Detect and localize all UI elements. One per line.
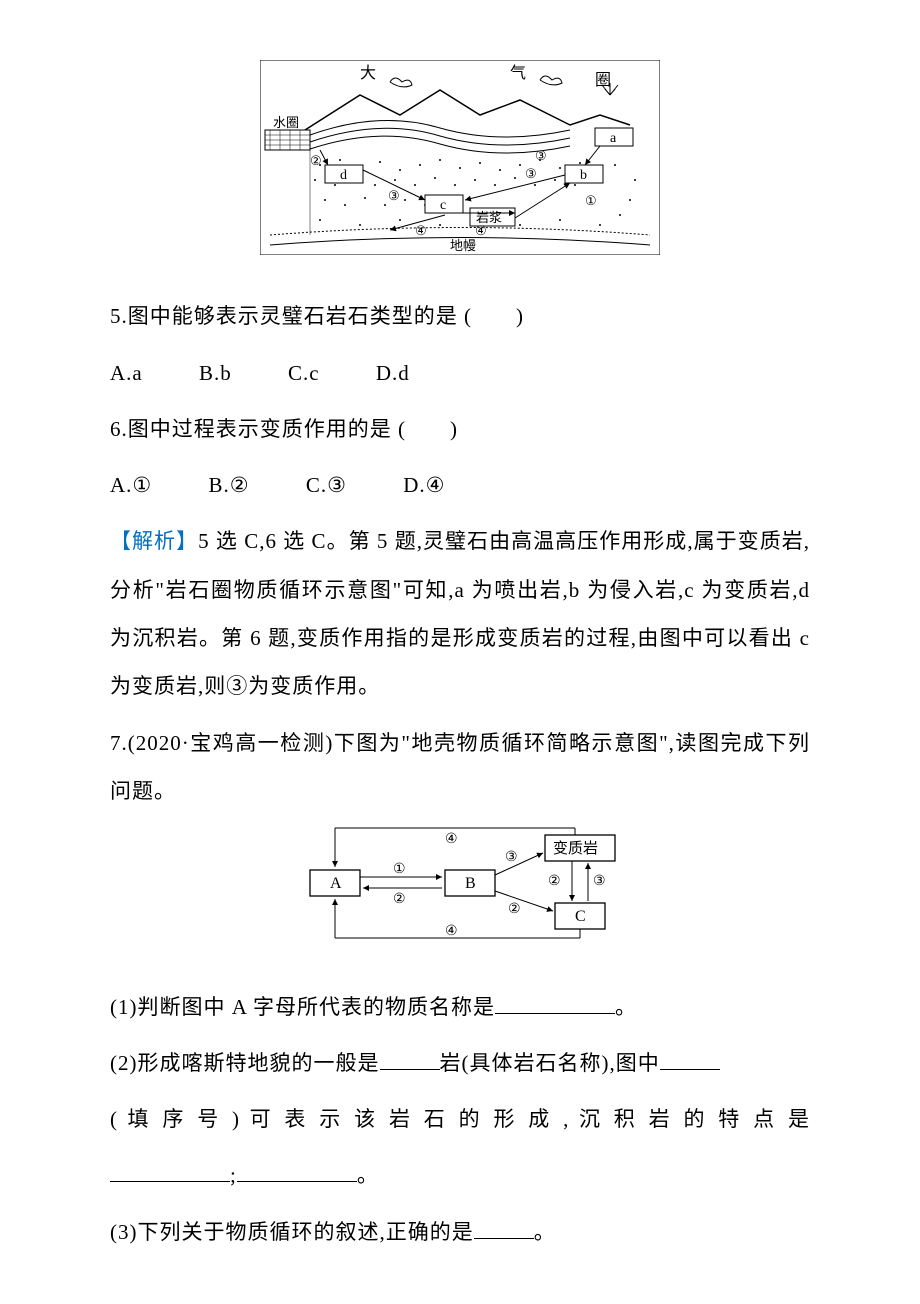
svg-text:④: ④ (445, 924, 458, 939)
label-qi: 气 (510, 64, 526, 82)
q5-opt-b: B.b (199, 349, 232, 397)
svg-text:④: ④ (415, 223, 427, 238)
blank-q1 (495, 993, 615, 1014)
label-da: 大 (360, 64, 376, 82)
box-a: a (610, 131, 617, 146)
q5-opt-d: D.d (376, 349, 410, 397)
svg-text:②: ② (508, 902, 521, 917)
sub-q2-mid1: 岩(具体岩石名称),图中 (440, 1051, 660, 1075)
svg-text:③: ③ (593, 874, 606, 889)
blank-q2a (380, 1049, 440, 1070)
svg-text:④: ④ (475, 223, 487, 238)
question-6: 6.图中过程表示变质作用的是 ( ) (110, 405, 810, 453)
figure-geology-cycle: 大 气 圈 水圈 (110, 60, 810, 272)
analysis-5-6: 【解析】5 选 C,6 选 C。第 5 题,灵璧石由高温高压作用形成,属于变质岩… (110, 517, 810, 710)
q6-opt-a: A.① (110, 461, 152, 509)
q6-opt-d: D.④ (403, 461, 445, 509)
question-5: 5.图中能够表示灵璧石岩石类型的是 ( ) (110, 292, 810, 340)
svg-text:②: ② (310, 153, 322, 168)
sub-q2-prefix: (2)形成喀斯特地貌的一般是 (110, 1051, 380, 1075)
sub-q2-line3: ;。 (110, 1151, 810, 1199)
box-c: c (440, 198, 446, 213)
node-a: A (330, 875, 342, 892)
sub-q2-line2: ( 填 序 号 ) 可 表 示 该 岩 石 的 形 成 , 沉 积 岩 的 特 … (110, 1095, 810, 1143)
label-hydro: 水圈 (273, 115, 299, 130)
sub-q1-prefix: (1)判断图中 A 字母所代表的物质名称是 (110, 995, 495, 1019)
sub-q2-mid2: ( 填 序 号 ) 可 表 示 该 岩 石 的 形 成 , 沉 积 岩 的 特 … (110, 1107, 810, 1131)
q5-opt-a: A.a (110, 349, 143, 397)
box-b: b (580, 168, 587, 183)
analysis-text: 5 选 C,6 选 C。第 5 题,灵璧石由高温高压作用形成,属于变质岩,分析"… (110, 529, 810, 698)
blank-q2b (660, 1049, 720, 1070)
node-c: C (575, 908, 586, 925)
blank-q2d (237, 1161, 357, 1182)
question-7-intro: 7.(2020·宝鸡高一检测)下图为"地壳物质循环简略示意图",读图完成下列问题… (110, 719, 810, 816)
question-6-options: A.① B.② C.③ D.④ (110, 461, 810, 509)
flowchart-svg: A B C 变质岩 ① ② ③ ② ② ③ ④ ④ (290, 825, 630, 945)
figure-material-cycle: A B C 变质岩 ① ② ③ ② ② ③ ④ ④ (110, 825, 810, 962)
q6-opt-c: C.③ (306, 461, 347, 509)
sub-q2-suffix1: ; (230, 1163, 237, 1187)
svg-text:③: ③ (525, 166, 537, 181)
sub-q3-prefix: (3)下列关于物质循环的叙述,正确的是 (110, 1220, 474, 1244)
svg-text:①: ① (393, 862, 406, 877)
q5-opt-c: C.c (288, 349, 320, 397)
svg-text:④: ④ (445, 832, 458, 847)
svg-text:③: ③ (505, 850, 518, 865)
q6-opt-b: B.② (209, 461, 250, 509)
svg-text:①: ① (585, 193, 597, 208)
node-metamorphic: 变质岩 (553, 840, 598, 857)
box-d: d (340, 168, 347, 183)
svg-text:②: ② (548, 874, 561, 889)
svg-text:②: ② (393, 892, 406, 907)
sub-q2-suffix2: 。 (357, 1163, 379, 1187)
sub-q3: (3)下列关于物质循环的叙述,正确的是 。 (110, 1208, 810, 1256)
label-mantle: 地幔 (450, 238, 476, 253)
question-5-options: A.a B.b C.c D.d (110, 349, 810, 397)
sub-q1: (1)判断图中 A 字母所代表的物质名称是 。 (110, 983, 810, 1031)
svg-text:③: ③ (388, 188, 400, 203)
node-b: B (465, 875, 476, 892)
svg-text:③: ③ (535, 148, 547, 163)
geology-svg: 大 气 圈 水圈 (260, 60, 660, 255)
blank-q2c (110, 1161, 230, 1182)
sub-q1-suffix: 。 (615, 995, 637, 1019)
blank-q3 (474, 1218, 534, 1239)
sub-q3-suffix: 。 (534, 1220, 556, 1244)
sub-q2: (2)形成喀斯特地貌的一般是 岩(具体岩石名称),图中 (110, 1039, 810, 1087)
analysis-label: 【解析】 (110, 529, 198, 553)
